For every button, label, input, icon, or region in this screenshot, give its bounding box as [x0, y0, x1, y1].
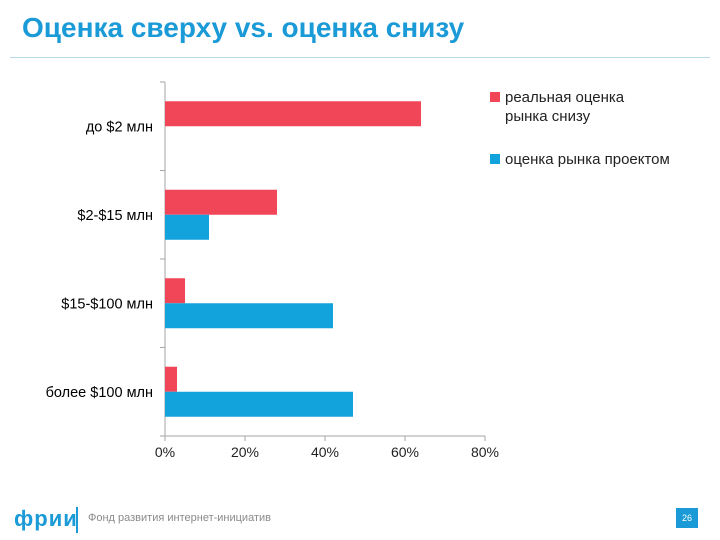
- legend-swatch: [490, 154, 500, 164]
- page-number: 26: [676, 508, 698, 528]
- x-tick-label: 80%: [471, 444, 499, 460]
- legend-swatch: [490, 92, 500, 102]
- bar-project-1: [165, 214, 209, 240]
- x-tick-label: 40%: [311, 444, 339, 460]
- legend-label: реальная оценка рынка снизу: [505, 89, 625, 125]
- chart-bars: [165, 101, 421, 417]
- category-label: до $2 млн: [86, 119, 153, 135]
- footer-separator: [76, 507, 78, 533]
- bar-project-3: [165, 391, 353, 417]
- chart-axes: [160, 81, 486, 441]
- bar-project-2: [165, 303, 333, 329]
- page-title: Оценка сверху vs. оценка снизу: [22, 12, 465, 43]
- bar-bottom-up-0: [165, 101, 421, 127]
- legend-label: оценка рынка проектом: [505, 151, 670, 168]
- category-label: более $100 млн: [46, 385, 153, 401]
- bar-bottom-up-3: [165, 366, 177, 392]
- x-tick-label: 20%: [231, 444, 259, 460]
- bar-bottom-up-2: [165, 278, 185, 304]
- category-label: $2-$15 млн: [77, 208, 153, 224]
- title-divider: [10, 57, 710, 58]
- chart-legend: реальная оценка рынка снизу оценка рынка п…: [490, 89, 670, 168]
- category-labels: до $2 млн $2-$15 млн $15-$100 млн более $10…: [46, 119, 153, 401]
- x-tick-label: 60%: [391, 444, 419, 460]
- frii-logo: фрии: [14, 506, 78, 531]
- x-tick-labels: 0% 20% 40% 60% 80%: [155, 444, 499, 460]
- x-tick-label: 0%: [155, 444, 175, 460]
- footer-org-name: Фонд развития интернет-инициатив: [88, 512, 271, 524]
- category-label: $15-$100 млн: [61, 296, 153, 312]
- bar-bottom-up-1: [165, 189, 277, 215]
